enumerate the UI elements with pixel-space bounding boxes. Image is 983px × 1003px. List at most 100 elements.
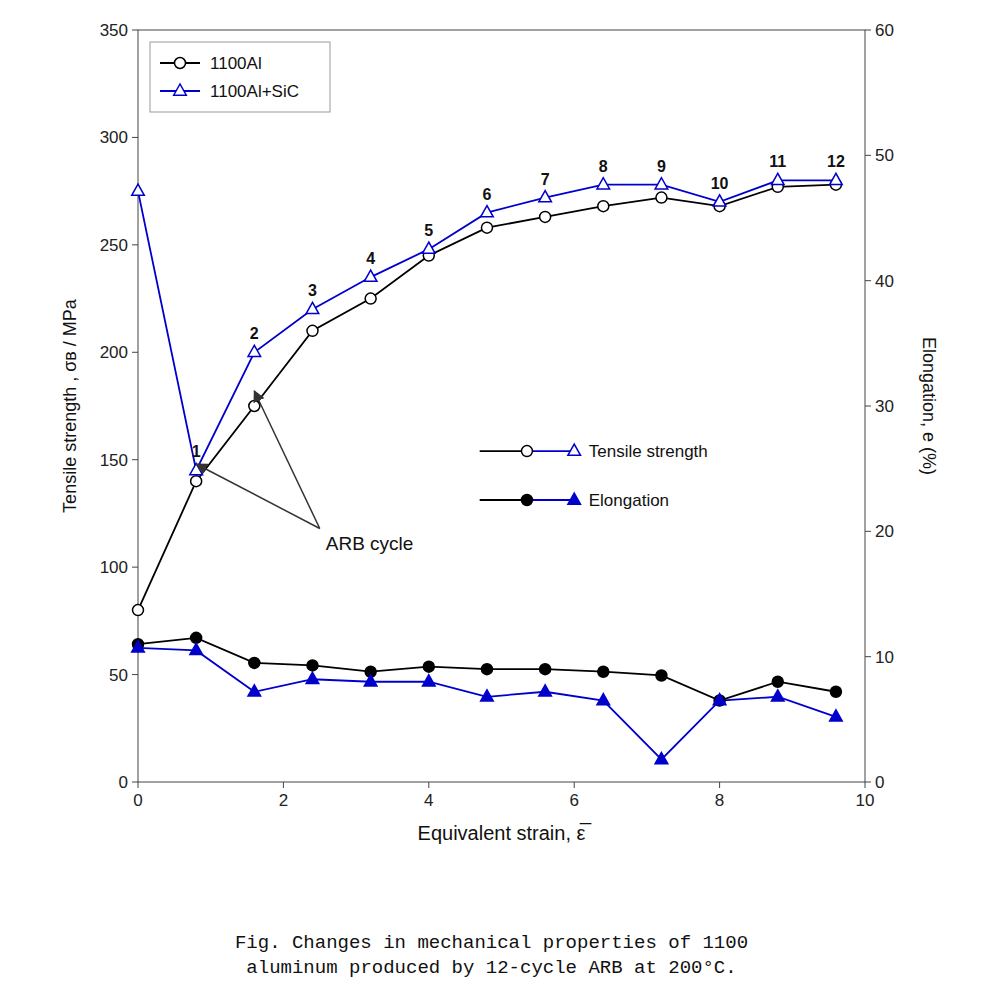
x-tick-label: 10 (856, 791, 875, 810)
title: Fig. Changes in mechanical properties of… (235, 932, 748, 979)
y-tick-label: 350 (100, 21, 128, 40)
y2-tick-label: 20 (875, 522, 894, 541)
y2-tick-label: 40 (875, 272, 894, 291)
y-tick (132, 352, 138, 353)
x-tick-label: 0 (133, 791, 142, 810)
y2-tick-label: 0 (875, 773, 884, 792)
annotation-arrow (196, 464, 320, 528)
point-label: 4 (366, 250, 375, 267)
point (713, 195, 726, 206)
point (539, 685, 552, 696)
x-tick (138, 782, 139, 788)
legend-marker (521, 446, 532, 457)
point (423, 675, 436, 686)
y2-tick (865, 782, 871, 783)
y-tick (132, 782, 138, 783)
legend-line (480, 450, 527, 452)
title-line: aluminum produced by 12-cycle ARB at 200… (246, 957, 736, 979)
point (830, 686, 841, 697)
y-axis-label: Tensile strength , σʙ / MPa (60, 298, 80, 513)
point (191, 476, 202, 487)
point (539, 191, 552, 202)
y-tick (132, 244, 138, 245)
point (655, 752, 668, 763)
point (191, 632, 202, 643)
point (598, 201, 609, 212)
y2-tick (865, 531, 871, 532)
series-line (138, 185, 836, 610)
point-label: 8 (599, 158, 608, 175)
y2-tick (865, 656, 871, 657)
point (132, 641, 145, 652)
point (713, 694, 726, 705)
x-tick (719, 782, 720, 788)
y-tick-label: 100 (100, 558, 128, 577)
point (481, 690, 494, 701)
point (655, 178, 668, 189)
y2-axis-label: Elongation, e (%) (919, 337, 939, 475)
point (364, 675, 377, 686)
y-tick (132, 137, 138, 138)
point (249, 657, 260, 668)
point (481, 222, 492, 233)
point-label: 11 (769, 153, 786, 170)
x-tick-label: 6 (569, 791, 578, 810)
point (132, 184, 145, 195)
y-tick (132, 30, 138, 31)
legend-marker (568, 444, 581, 455)
point (248, 685, 261, 696)
legend: 1100Al1100Al+SiC (150, 42, 330, 112)
legend-marker (175, 58, 186, 69)
point-label: 6 (483, 186, 492, 203)
series-line (138, 180, 836, 470)
y-tick (132, 674, 138, 675)
point (540, 664, 551, 675)
point (248, 345, 261, 356)
point-label: 10 (711, 175, 729, 192)
point-label: 12 (827, 153, 845, 170)
series-line (138, 638, 836, 701)
y-tick-label: 300 (100, 128, 128, 147)
x-tick (283, 782, 284, 788)
point (307, 660, 318, 671)
series-line (138, 648, 836, 760)
point (597, 694, 610, 705)
annotation-arrow (254, 391, 319, 529)
x-axis-label: Equivalent strain, ε̅ (418, 822, 592, 844)
point (598, 666, 609, 677)
y2-tick (865, 155, 871, 156)
point (481, 206, 494, 217)
legend-entry: Elongation (589, 491, 669, 510)
point (423, 661, 434, 672)
y2-tick (865, 406, 871, 407)
y-tick (132, 567, 138, 568)
point-label: 3 (308, 282, 317, 299)
point-label: 7 (541, 171, 550, 188)
point (190, 463, 203, 474)
x-tick (428, 782, 429, 788)
point (772, 676, 783, 687)
x-tick (574, 782, 575, 788)
y2-tick-label: 10 (875, 648, 894, 667)
point (771, 173, 784, 184)
chart: 0246810050100150200250300350010203040506… (0, 0, 983, 1003)
legend-line (527, 450, 574, 452)
point (306, 672, 319, 683)
legend-box (150, 42, 330, 112)
y-tick-label: 0 (119, 773, 128, 792)
legend-entry: Tensile strength (589, 442, 708, 461)
point (307, 325, 318, 336)
y-tick (132, 459, 138, 460)
y2-tick-label: 60 (875, 21, 894, 40)
point (190, 643, 203, 654)
annotation: ARB cycle (326, 533, 414, 554)
point (656, 192, 667, 203)
x-tick (865, 782, 866, 788)
legend-line (527, 499, 574, 501)
point (133, 605, 144, 616)
y2-tick-label: 30 (875, 397, 894, 416)
plot-area (132, 173, 843, 763)
legend-marker (174, 84, 187, 95)
legend-marker (521, 495, 532, 506)
plot-frame (138, 30, 865, 782)
